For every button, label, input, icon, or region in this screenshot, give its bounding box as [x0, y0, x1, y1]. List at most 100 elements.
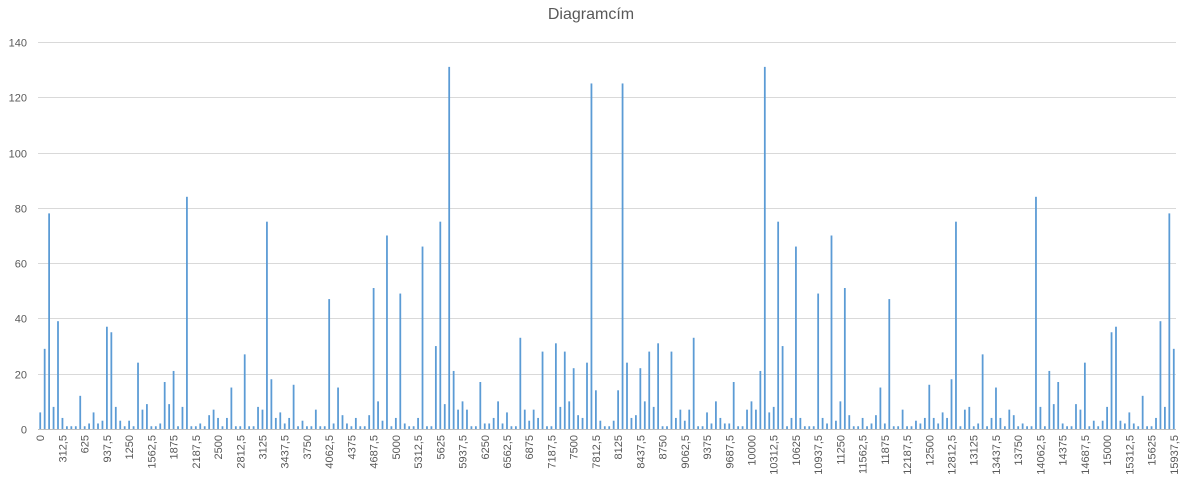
bar [892, 426, 895, 429]
bar [719, 417, 722, 429]
bar [368, 415, 371, 429]
bar [106, 326, 108, 429]
bar [430, 426, 433, 429]
bar [74, 426, 77, 429]
bar [839, 401, 842, 429]
bar [466, 409, 468, 429]
bar [812, 426, 815, 429]
bar [683, 420, 686, 429]
bar [497, 401, 499, 429]
x-tick-label: 9062,5 [680, 435, 692, 469]
x-tick-label: 0 [35, 435, 47, 441]
bar [390, 426, 393, 429]
bar [434, 346, 437, 429]
x-tick-label: 625 [80, 435, 92, 453]
bar [1012, 415, 1015, 429]
bar [279, 412, 282, 429]
bar [141, 409, 144, 429]
bar [1052, 404, 1055, 429]
bar [1097, 426, 1100, 429]
bar [919, 423, 922, 429]
bar [568, 401, 571, 429]
bar [97, 423, 99, 429]
x-tick-label: 2187,5 [191, 435, 203, 469]
y-tick-label-40: 40 [15, 314, 27, 326]
bar [306, 426, 308, 429]
bar [1150, 426, 1153, 429]
x-tick-label: 14687,5 [1080, 435, 1092, 475]
bar [723, 423, 726, 429]
bar [341, 415, 344, 429]
bar [386, 235, 388, 429]
bar [821, 417, 824, 429]
x-tick-label: 8750 [658, 435, 670, 459]
x-tick-label: 13437,5 [991, 435, 1003, 475]
bar [57, 321, 59, 429]
bar [697, 426, 700, 429]
bar [955, 221, 957, 429]
bar [875, 415, 877, 429]
bar [163, 382, 166, 429]
bar [119, 420, 122, 429]
bar [692, 337, 695, 429]
x-tick-label: 13125 [969, 435, 981, 466]
bar [963, 409, 966, 429]
bar [132, 426, 135, 429]
bar [830, 235, 833, 429]
bar [1110, 332, 1113, 429]
bar [1155, 417, 1157, 429]
bar [226, 417, 228, 429]
bar [888, 299, 891, 429]
bar [1101, 420, 1104, 429]
bar [608, 426, 611, 429]
bar [186, 196, 188, 429]
bar [950, 379, 953, 429]
bar [870, 423, 873, 429]
bar [297, 426, 299, 429]
bar [1141, 395, 1144, 429]
bar [612, 420, 615, 429]
bar [946, 417, 948, 429]
bar [554, 343, 557, 429]
bar [501, 423, 504, 429]
bar [661, 426, 664, 429]
bar [781, 346, 784, 429]
bar [1030, 426, 1033, 429]
bar [146, 404, 148, 429]
bar [92, 412, 95, 429]
bar [750, 401, 753, 429]
bar [852, 426, 855, 429]
bar [977, 423, 980, 429]
bar [292, 384, 295, 429]
bar [1092, 420, 1095, 429]
bar [648, 351, 651, 429]
x-tick-label: 5937,5 [458, 435, 470, 469]
bar [550, 426, 553, 429]
x-tick-label: 15312,5 [1124, 435, 1136, 475]
bar [586, 362, 588, 429]
bar [857, 426, 860, 429]
x-axis-tick-labels: 0 312,5 625 937,5 1250 1562,5 1875 2187,5 2500 28… [35, 435, 1181, 475]
bar [39, 412, 42, 429]
bar [114, 406, 117, 429]
bar [706, 412, 708, 429]
bar [537, 417, 539, 429]
x-tick-label: 8125 [613, 435, 625, 459]
bar [1128, 412, 1131, 429]
x-tick-label: 6250 [480, 435, 492, 459]
bar [981, 354, 984, 429]
bar [110, 332, 113, 429]
x-tick-label: 3750 [302, 435, 314, 459]
bar [403, 423, 406, 429]
x-tick-label: 5312,5 [413, 435, 425, 469]
bar [159, 423, 162, 429]
x-tick-label: 3125 [257, 435, 269, 459]
bar [177, 426, 179, 429]
x-tick-label: 12187,5 [902, 435, 914, 475]
bar [1026, 426, 1028, 429]
bar [48, 213, 50, 429]
bar [861, 417, 864, 429]
x-tick-label: 7187,5 [546, 435, 558, 469]
bar [399, 293, 402, 429]
